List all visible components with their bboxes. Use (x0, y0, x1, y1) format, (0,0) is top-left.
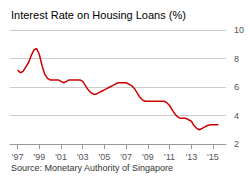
svg-text:'13: '13 (185, 152, 197, 162)
svg-text:'01: '01 (55, 152, 67, 162)
svg-text:4: 4 (234, 111, 239, 121)
svg-text:'05: '05 (99, 152, 111, 162)
svg-text:'09: '09 (142, 152, 154, 162)
svg-text:10: 10 (234, 25, 244, 35)
svg-text:6: 6 (234, 82, 239, 92)
svg-text:2: 2 (234, 139, 239, 149)
svg-text:'03: '03 (77, 152, 89, 162)
svg-text:'11: '11 (164, 152, 175, 162)
svg-text:'15: '15 (207, 152, 219, 162)
svg-text:Interest Rate on Housing Loans: Interest Rate on Housing Loans (%) (11, 9, 186, 21)
svg-text:Source: Monetary Authority of: Source: Monetary Authority of Singapore (11, 163, 173, 173)
svg-text:'99: '99 (33, 152, 45, 162)
svg-text:8: 8 (234, 54, 239, 64)
svg-text:'07: '07 (120, 152, 132, 162)
svg-text:'97: '97 (12, 152, 24, 162)
